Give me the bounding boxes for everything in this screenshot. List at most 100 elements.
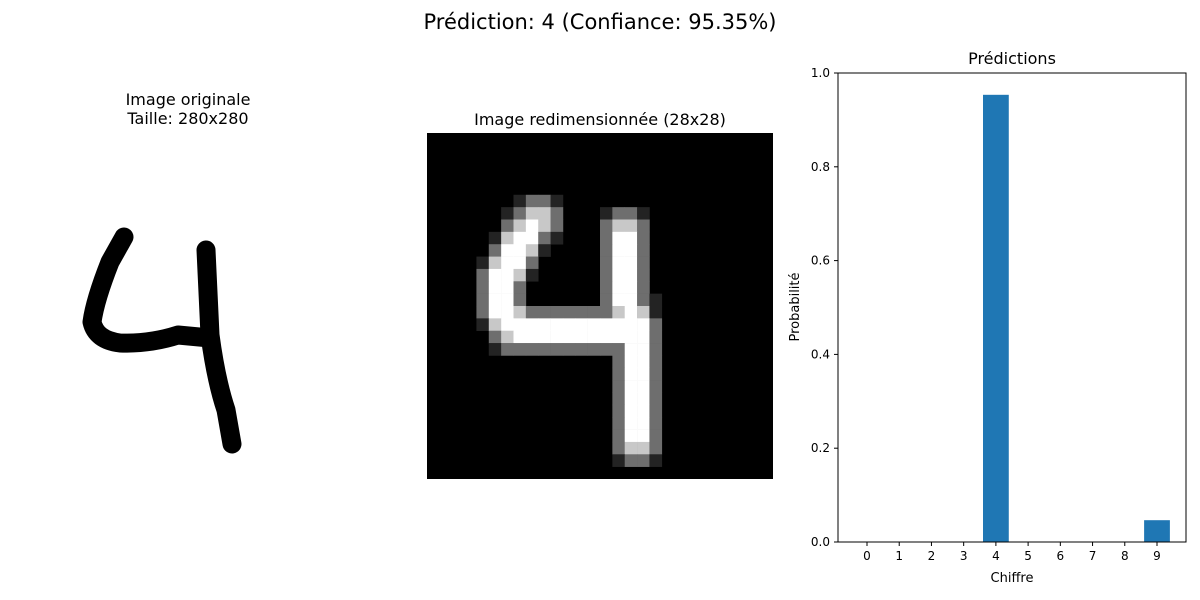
original-image-title-line1: Image originale xyxy=(125,90,251,109)
pixel xyxy=(624,454,638,467)
pixel xyxy=(637,417,650,430)
pixel xyxy=(612,330,626,344)
pixel xyxy=(612,244,626,257)
bar-chart: 0 1 2 3 4 5 6 7 8 9 0.0 0.2 0.4 0.6 0.8 1.0 Chiffre Pr… xyxy=(788,66,1187,586)
pixel xyxy=(501,207,514,220)
pixel xyxy=(637,380,650,393)
pixel xyxy=(525,318,539,332)
pixel xyxy=(612,318,626,332)
pixel xyxy=(612,417,626,430)
pixel xyxy=(624,380,638,393)
pixel xyxy=(501,318,514,332)
pixel xyxy=(600,231,613,245)
pixel xyxy=(624,318,638,332)
pixel xyxy=(612,367,626,381)
pixel xyxy=(624,281,638,294)
pixel xyxy=(637,293,650,307)
original-digit-image xyxy=(82,227,242,454)
pixel xyxy=(637,306,650,319)
pixel xyxy=(476,281,490,294)
pixel xyxy=(649,367,663,381)
pixel xyxy=(488,268,502,282)
pixel xyxy=(637,429,650,443)
pixel xyxy=(624,207,638,220)
pixel xyxy=(525,219,539,233)
pixel xyxy=(600,330,613,344)
pixel xyxy=(501,268,514,282)
pixel xyxy=(488,318,502,332)
x-tick-label: 6 xyxy=(1057,549,1065,563)
pixel xyxy=(513,330,527,344)
bars xyxy=(983,94,1170,542)
x-tick-label: 5 xyxy=(1024,549,1032,563)
pixel xyxy=(562,343,576,356)
x-axis-label: Chiffre xyxy=(991,571,1034,586)
pixel xyxy=(637,330,650,344)
pixel xyxy=(587,318,601,332)
x-tick-label: 9 xyxy=(1153,549,1161,563)
pixel xyxy=(501,293,514,307)
pixel xyxy=(501,330,514,344)
pixel xyxy=(600,256,613,270)
pixel xyxy=(550,306,564,319)
pixel xyxy=(488,330,502,344)
pixel xyxy=(637,244,650,257)
x-tick-label: 2 xyxy=(928,549,936,563)
pixel xyxy=(600,306,613,319)
pixel xyxy=(649,293,663,307)
pixel xyxy=(649,417,663,430)
pixel xyxy=(538,207,551,220)
pixel xyxy=(612,306,626,319)
pixel xyxy=(612,392,626,406)
pixel xyxy=(575,306,588,319)
figure-suptitle: Prédiction: 4 (Confiance: 95.35%) xyxy=(423,10,777,34)
pixel xyxy=(538,306,551,319)
pixel xyxy=(476,293,490,307)
pixel xyxy=(624,367,638,381)
pixel xyxy=(575,318,588,332)
pixel xyxy=(612,355,626,369)
pixel xyxy=(637,207,650,220)
pixel xyxy=(637,318,650,332)
pixel xyxy=(513,194,527,208)
pixel xyxy=(649,330,663,344)
pixel xyxy=(637,454,650,467)
pixel xyxy=(612,429,626,443)
pixel xyxy=(649,306,663,319)
pixel xyxy=(562,306,576,319)
pixel xyxy=(501,244,514,257)
pixel xyxy=(624,306,638,319)
pixel xyxy=(488,231,502,245)
pixel xyxy=(538,244,551,257)
pixel xyxy=(600,343,613,356)
pixel xyxy=(612,380,626,393)
pixel xyxy=(649,429,663,443)
pixel xyxy=(488,343,502,356)
pixel xyxy=(600,207,613,220)
pixel xyxy=(476,306,490,319)
pixel xyxy=(550,194,564,208)
pixel xyxy=(612,231,626,245)
y-axis-label: Probabilité xyxy=(788,272,803,341)
pixel xyxy=(525,343,539,356)
pixel xyxy=(513,306,527,319)
pixel xyxy=(624,330,638,344)
pixel xyxy=(624,404,638,418)
x-tick-label: 3 xyxy=(960,549,968,563)
pixel xyxy=(624,343,638,356)
pixel xyxy=(550,330,564,344)
pixel xyxy=(600,268,613,282)
pixel xyxy=(637,343,650,356)
pixel xyxy=(624,429,638,443)
y-tick-label: 0.4 xyxy=(811,347,830,361)
y-tick-label: 0.6 xyxy=(811,254,830,268)
pixel xyxy=(600,293,613,307)
y-tick-label: 0.0 xyxy=(811,535,830,549)
plot-frame xyxy=(837,72,1187,543)
pixel xyxy=(612,268,626,282)
pixel xyxy=(649,404,663,418)
pixel xyxy=(637,441,650,455)
y-tick-label: 0.8 xyxy=(811,160,830,174)
chart-title: Prédictions xyxy=(968,49,1056,68)
pixel xyxy=(637,404,650,418)
